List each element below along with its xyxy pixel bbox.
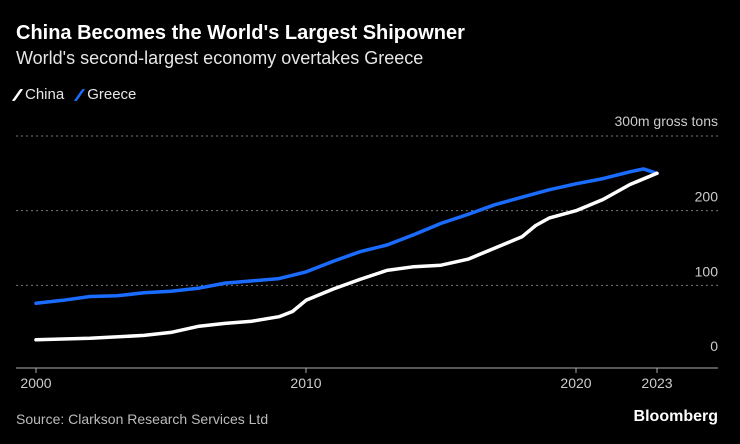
legend-item-china: China xyxy=(11,86,65,103)
y-tick-label: 200 xyxy=(695,189,719,205)
chart-title: China Becomes the World's Largest Shipow… xyxy=(16,22,465,44)
y-tick-label: 100 xyxy=(695,263,719,279)
x-tick-label: 2020 xyxy=(560,375,591,391)
x-tick-label: 2000 xyxy=(20,375,51,391)
chart-subtitle: World's second-largest economy overtakes… xyxy=(16,48,424,68)
legend-item-greece: Greece xyxy=(74,86,137,103)
legend-label-greece: Greece xyxy=(87,86,137,103)
x-tick-label: 2010 xyxy=(290,375,321,391)
x-tick-label: 2023 xyxy=(641,375,672,391)
y-tick-label: 0 xyxy=(710,338,718,354)
y-unit-label: 300m gross tons xyxy=(615,113,719,129)
source-note: Source: Clarkson Research Services Ltd xyxy=(16,411,269,427)
legend-label-china: China xyxy=(25,86,65,103)
series-line-china xyxy=(34,171,659,342)
legend: China Greece xyxy=(11,86,137,103)
bloomberg-logo: Bloomberg xyxy=(633,408,718,425)
series-line-greece xyxy=(34,167,659,306)
